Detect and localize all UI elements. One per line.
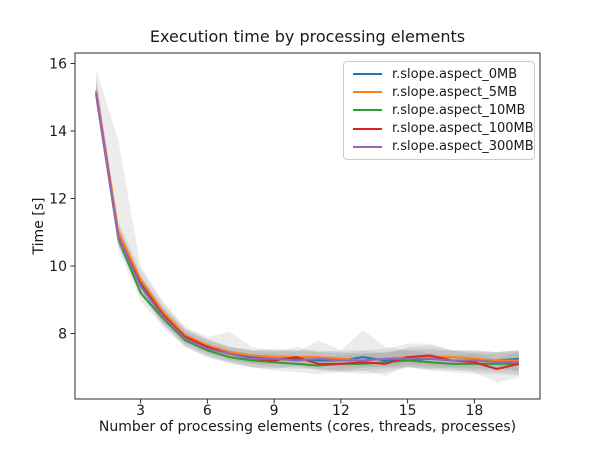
x-tick-label: 18 xyxy=(465,403,483,419)
y-tick-label: 14 xyxy=(49,124,67,140)
y-tick-label: 10 xyxy=(49,259,67,275)
y-tick-label: 12 xyxy=(49,191,67,207)
x-tick-label: 15 xyxy=(399,403,417,419)
legend-line-sample xyxy=(353,73,382,76)
legend-item: r.slope.aspect_300MB xyxy=(353,138,534,156)
y-tick-label: 16 xyxy=(49,56,67,72)
chart-title: Execution time by processing elements xyxy=(149,27,466,46)
legend-item-label: r.slope.aspect_0MB xyxy=(392,66,518,82)
axes-frame xyxy=(74,52,541,400)
legend-item: r.slope.aspect_0MB xyxy=(353,65,528,83)
x-axis-label: Number of processing elements (cores, th… xyxy=(98,419,517,435)
series-line xyxy=(95,90,519,362)
series-line xyxy=(95,92,519,364)
legend-line-sample xyxy=(353,145,382,148)
x-tick-label: 9 xyxy=(270,403,279,419)
legend: r.slope.aspect_0MB r.slope.aspect_5MB r.sl… xyxy=(343,61,535,160)
legend-item: r.slope.aspect_10MB xyxy=(353,101,528,119)
legend-item-label: r.slope.aspect_300MB xyxy=(392,139,534,155)
legend-line-sample xyxy=(353,109,382,112)
legend-item-label: r.slope.aspect_100MB xyxy=(392,121,534,137)
x-tick-label: 6 xyxy=(203,403,212,419)
legend-item-label: r.slope.aspect_10MB xyxy=(392,102,526,118)
legend-item: r.slope.aspect_5MB xyxy=(353,83,528,101)
legend-line-sample xyxy=(353,91,382,94)
legend-item: r.slope.aspect_100MB xyxy=(353,120,534,138)
legend-line-sample xyxy=(353,127,382,130)
y-tick-label: 8 xyxy=(58,327,67,343)
x-tick-label: 12 xyxy=(332,403,350,419)
series-line xyxy=(95,93,519,367)
y-axis-label: Time [s] xyxy=(31,197,47,255)
legend-item-label: r.slope.aspect_5MB xyxy=(392,84,518,100)
x-tick-label: 3 xyxy=(136,403,145,419)
